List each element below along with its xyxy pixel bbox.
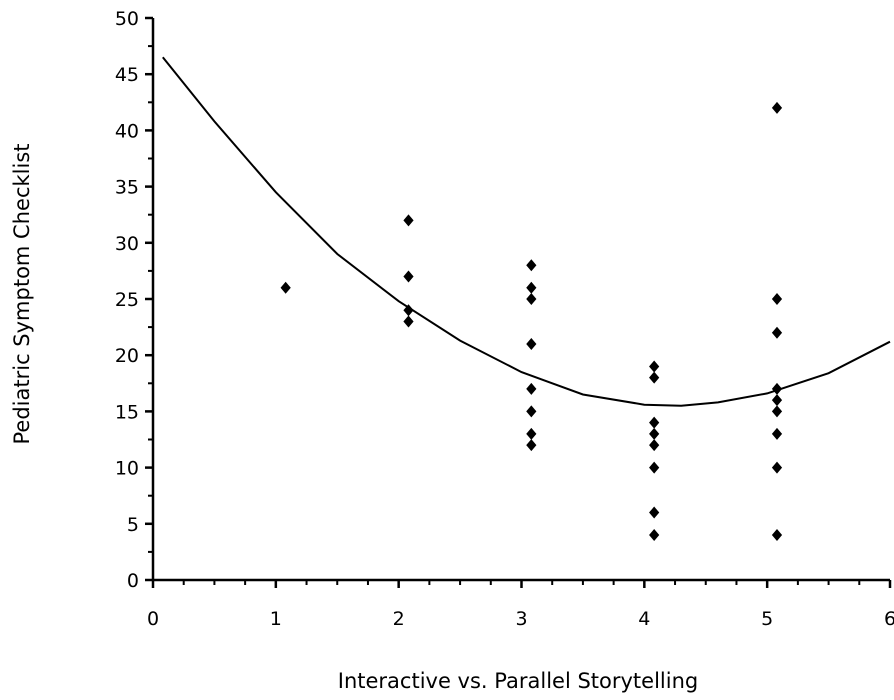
data-point xyxy=(771,427,783,440)
quadratic-fit-line xyxy=(162,56,891,407)
x-tick-label: 1 xyxy=(270,608,282,630)
y-tick-label: 15 xyxy=(115,401,139,423)
data-point xyxy=(649,427,660,440)
data-point xyxy=(526,427,537,440)
data-point xyxy=(649,416,660,429)
data-point xyxy=(649,439,660,452)
x-tick-label: 0 xyxy=(147,608,159,630)
y-axis-title: Pediatric Symptom Checklist xyxy=(10,144,34,445)
data-point xyxy=(649,506,660,519)
x-tick-label: 4 xyxy=(638,608,650,630)
y-tick-label: 35 xyxy=(115,177,139,199)
data-point xyxy=(280,281,291,294)
data-point xyxy=(526,337,537,350)
y-tick-label: 50 xyxy=(115,8,139,30)
x-tick-label: 5 xyxy=(761,608,773,630)
data-point xyxy=(403,315,414,328)
y-tick-label: 45 xyxy=(115,64,139,86)
y-tick-label: 20 xyxy=(115,345,139,367)
data-point xyxy=(649,360,660,373)
data-point xyxy=(526,439,537,452)
data-point xyxy=(771,394,783,407)
data-point xyxy=(649,529,660,542)
x-tick-label: 6 xyxy=(884,608,894,630)
data-point xyxy=(649,371,660,384)
y-tick-label: 10 xyxy=(115,458,139,480)
data-point xyxy=(771,461,783,474)
data-point xyxy=(403,270,414,283)
data-point xyxy=(526,382,537,395)
data-point xyxy=(526,405,537,418)
data-point xyxy=(771,326,783,339)
y-tick-label: 5 xyxy=(127,514,139,536)
data-point xyxy=(526,293,537,305)
y-tick-label: 0 xyxy=(127,570,139,592)
y-tick-label: 25 xyxy=(115,289,139,311)
data-point xyxy=(771,293,783,305)
data-point xyxy=(771,529,783,542)
data-point xyxy=(771,405,783,418)
y-tick-label: 30 xyxy=(115,233,139,255)
x-tick-label: 2 xyxy=(393,608,405,630)
data-point xyxy=(526,259,537,272)
data-point xyxy=(403,304,414,317)
data-point xyxy=(771,382,783,395)
data-point xyxy=(526,281,537,294)
y-tick-label: 40 xyxy=(115,120,139,142)
data-point xyxy=(649,461,660,474)
data-point xyxy=(771,101,783,114)
x-tick-label: 3 xyxy=(515,608,527,630)
x-axis-title: Interactive vs. Parallel Storytelling xyxy=(338,669,698,693)
data-point xyxy=(403,214,414,227)
